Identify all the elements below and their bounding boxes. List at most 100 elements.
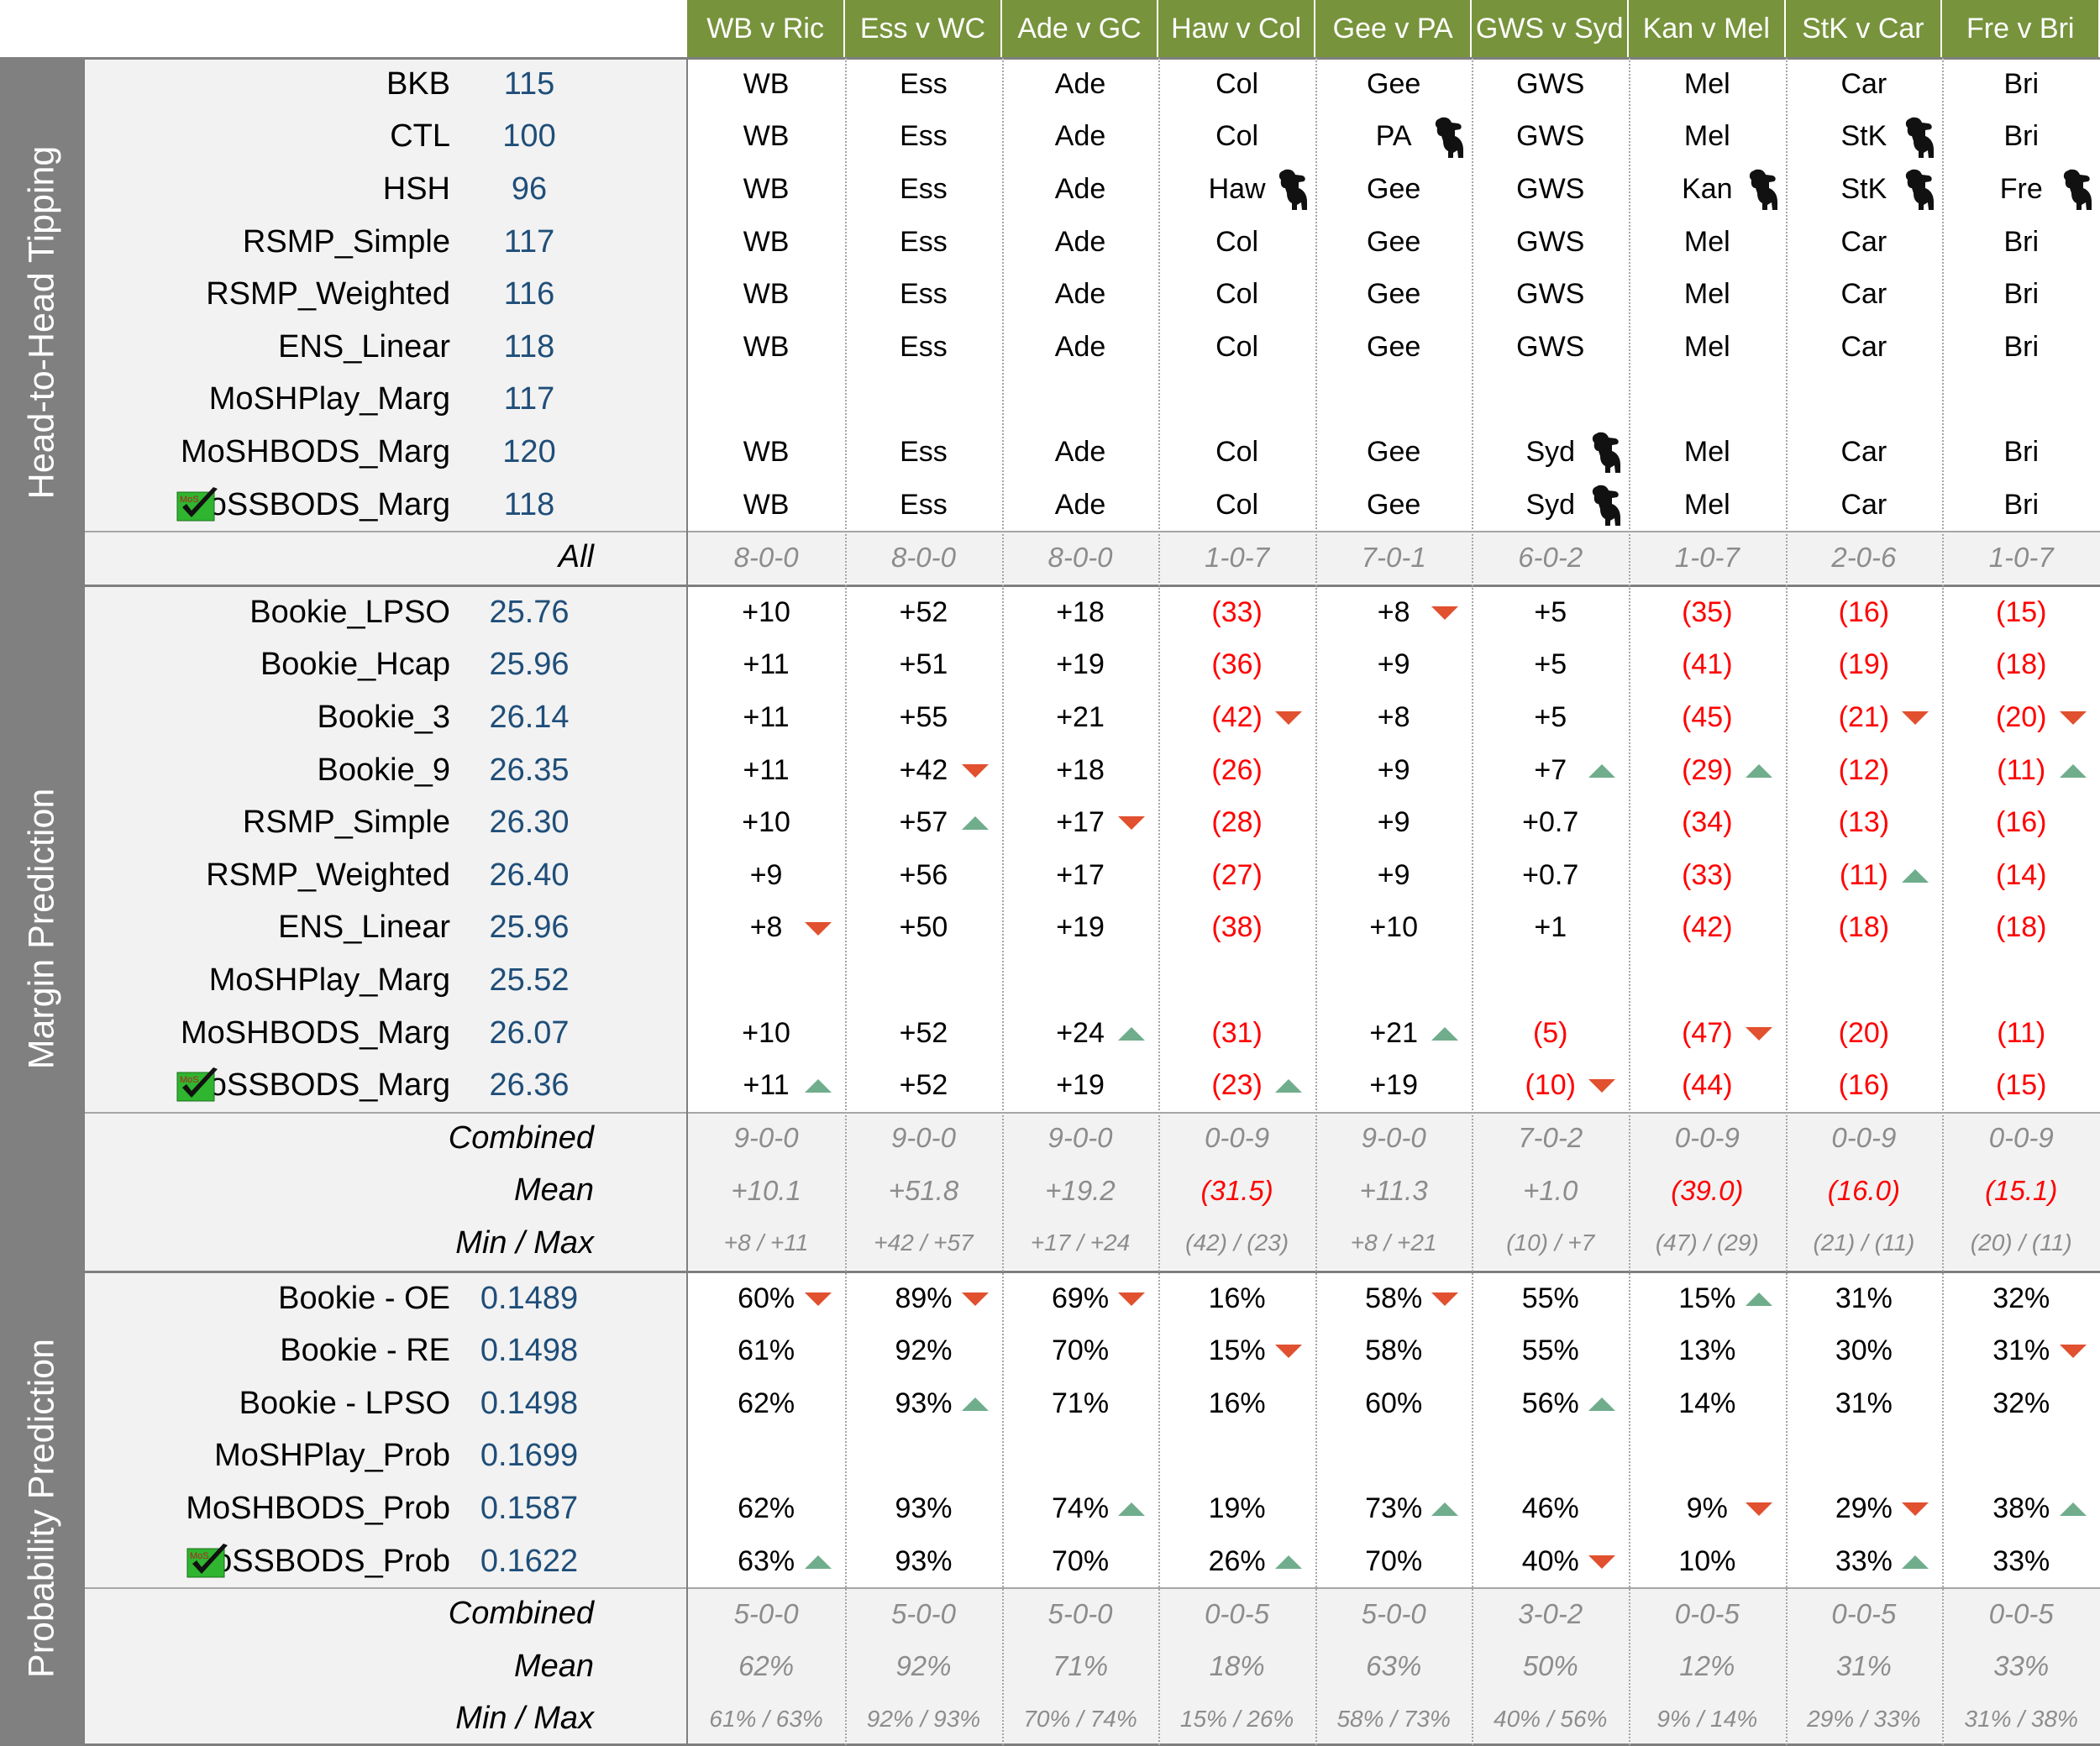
model-name: CTL <box>390 118 450 155</box>
cell-value: 31% <box>1786 1377 1943 1430</box>
tip-value: Col <box>1215 488 1259 521</box>
cell-value: Col <box>1158 479 1315 532</box>
cell-value: WB <box>687 426 845 479</box>
tip-value: Col <box>1215 435 1259 468</box>
cell-value: 89% <box>845 1272 1002 1325</box>
summary-value: +11.3 <box>1359 1174 1428 1206</box>
model-score: 115 <box>503 66 555 102</box>
cell-value: (13) <box>1786 796 1943 849</box>
cell-value: Ess <box>845 268 1002 321</box>
checkmark-icon: MoS <box>176 486 218 522</box>
tip-value: Car <box>1840 67 1887 100</box>
prob-value: 31% <box>1835 1282 1893 1314</box>
h2h-row: BKB 115 WB Ess Ade Col Gee GWS Mel Car Bri <box>0 58 2100 111</box>
margin-value: (23) <box>1211 1069 1263 1102</box>
cell-value: (28) <box>1158 796 1315 849</box>
margin-value: (45) <box>1682 700 1733 733</box>
column-divider <box>686 58 689 1746</box>
margin-value: (18) <box>1996 911 2047 944</box>
cell-value: +9 <box>1315 639 1473 692</box>
summary-value: 18% <box>1209 1650 1265 1682</box>
h2h-row: ENS_Linear 118 WB Ess Ade Col Gee GWS Mel Car Bri <box>0 321 2100 374</box>
summary-value: 0-0-9 <box>1831 1122 1897 1154</box>
margin-value: +17 <box>1056 858 1105 891</box>
cell-value: +52 <box>845 1059 1002 1112</box>
margin-value: (18) <box>1996 648 2047 681</box>
cell-value: Haw <box>1158 163 1315 216</box>
summary-label: Combined <box>448 1119 594 1156</box>
arrow-down-icon <box>1118 1292 1146 1306</box>
tip-value: Gee <box>1367 330 1421 363</box>
margin-value: (27) <box>1211 858 1263 891</box>
summary-label: Mean <box>513 1648 594 1684</box>
cell-value: Bri <box>1942 321 2100 374</box>
cell-value: +10 <box>1315 902 1473 955</box>
h2h-row: RSMP_Simple 117 WB Ess Ade Col Gee GWS Mel Car Bri <box>0 216 2100 269</box>
model-name: RSMP_Weighted <box>206 276 450 312</box>
cell-value <box>1158 1430 1315 1483</box>
prob-row: Bookie - LPSO 0.1498 62% 93% 71% 16% 60% 56% 14%… <box>0 1377 2100 1430</box>
summary-value: 0-0-5 <box>1205 1597 1270 1629</box>
prob-value: 73% <box>1365 1492 1423 1524</box>
summary-cell: 0-0-5 <box>1158 1587 1315 1640</box>
tip-value: StK <box>1840 172 1887 205</box>
arrow-up-icon <box>1431 1026 1459 1041</box>
cell-value: Bri <box>1942 268 2100 321</box>
prob-value: 40% <box>1521 1544 1579 1577</box>
cell-value: (15) <box>1942 1059 2100 1112</box>
tip-value: WB <box>743 225 790 258</box>
dog-icon <box>1436 117 1464 158</box>
cell-value: (11) <box>1942 1007 2100 1060</box>
row-divider <box>0 1270 2100 1273</box>
label-column-background <box>83 58 688 1746</box>
cell-value: 31% <box>1942 1324 2100 1377</box>
summary-cell: 3-0-2 <box>1472 1587 1629 1640</box>
margin-value: (26) <box>1211 753 1263 786</box>
margin-value: +50 <box>899 911 948 944</box>
cell-value: GWS <box>1472 321 1629 374</box>
cell-value: Ess <box>845 426 1002 479</box>
cell-value <box>1002 1430 1159 1483</box>
summary-value: 33% <box>1993 1650 2050 1682</box>
tip-value: Ade <box>1054 435 1106 468</box>
cell-value: (20) <box>1942 691 2100 744</box>
summary-cell: 9% / 14% <box>1629 1693 1786 1746</box>
tip-value: WB <box>743 330 790 363</box>
cell-value: Gee <box>1315 268 1473 321</box>
cell-value: WB <box>687 58 845 111</box>
prob-value: 16% <box>1208 1387 1266 1419</box>
tip-value: Col <box>1215 67 1259 100</box>
summary-value: (39.0) <box>1671 1174 1744 1206</box>
prob-row: Bookie - RE 0.1498 61% 92% 70% 15% 58% 55% 13% 30… <box>0 1324 2100 1377</box>
cell-value: +11 <box>687 744 845 797</box>
column-divider <box>1629 58 1631 1746</box>
dog-icon <box>1592 432 1621 474</box>
cell-value: GWS <box>1472 163 1629 216</box>
tip-value: Col <box>1215 120 1259 153</box>
cell-value: 15% <box>1158 1324 1315 1377</box>
tip-value: Ess <box>900 435 948 468</box>
tip-value: Gee <box>1367 172 1421 205</box>
cell-value: 13% <box>1629 1324 1786 1377</box>
cell-value: +17 <box>1002 796 1159 849</box>
summary-label: Min / Max <box>455 1224 594 1261</box>
margin-value: +19 <box>1056 1069 1105 1102</box>
model-name: RSMP_Simple <box>242 223 450 260</box>
cell-value: 60% <box>1315 1377 1473 1430</box>
tip-value: Bri <box>2003 225 2040 258</box>
summary-value: 1-0-7 <box>1674 541 1740 573</box>
margin-value: +0.7 <box>1522 806 1579 839</box>
cell-value: (36) <box>1158 639 1315 692</box>
model-score: 116 <box>503 276 555 312</box>
cell-value: +5 <box>1472 586 1629 639</box>
prob-value: 70% <box>1052 1544 1110 1577</box>
prob-value: 56% <box>1521 1387 1579 1419</box>
tip-value: Car <box>1840 330 1887 363</box>
summary-value: 62% <box>738 1650 795 1682</box>
margin-value: +17 <box>1056 806 1105 839</box>
cell-value: +19 <box>1002 902 1159 955</box>
summary-value: 63% <box>1366 1650 1422 1682</box>
tip-value: GWS <box>1516 278 1585 311</box>
cell-value: 30% <box>1786 1324 1943 1377</box>
margin-value: (11) <box>1839 858 1888 891</box>
